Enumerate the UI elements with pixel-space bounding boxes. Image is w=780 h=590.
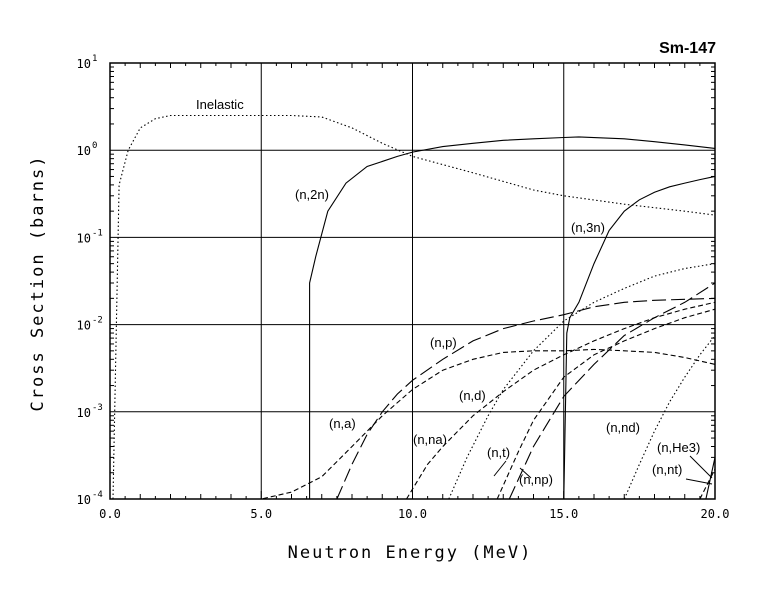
y-tick-exponent: 1 [92,54,97,64]
label-nna: (n,na) [413,432,447,447]
y-axis-label: Cross Section (barns) [28,155,48,412]
x-tick-label: 15.0 [549,507,578,521]
x-tick-label: 5.0 [250,507,272,521]
y-tick-label: 10 [77,319,91,333]
y-tick-label: 10 [77,57,91,71]
grid [110,63,715,499]
label-np: (n,p) [430,335,457,350]
label-inelastic: Inelastic [196,97,244,112]
label-na: (n,a) [329,416,356,431]
series-n-t [496,308,716,500]
x-tick-label: 10.0 [398,507,427,521]
label-n3n: (n,3n) [571,220,605,235]
chart-title: Sm-147 [659,40,716,57]
label-nd: (n,d) [459,388,486,403]
label-nnt: (n,nt) [652,462,682,477]
curve-labels: Inelastic (n,2n) (n,3n) (n,p) (n,d) (n,a… [196,97,713,487]
label-nhe3: (n,He3) [657,440,700,455]
leader-nnp [519,467,532,479]
y-tick-label: 10 [77,493,91,507]
y-tick-exponent: -4 [92,490,103,500]
y-tick-label: 10 [77,406,91,420]
series-n-a [231,348,716,500]
x-axis-ticks: 0.0 5.0 10.0 15.0 20.0 [99,63,729,521]
series-n-d [448,263,716,500]
y-tick-exponent: -1 [92,228,103,238]
series-n-na [406,301,716,500]
y-tick-label: 10 [77,231,91,245]
y-tick-exponent: -3 [92,403,103,413]
label-nnp: (n,np) [519,472,553,487]
x-tick-label: 20.0 [701,507,730,521]
series-n-nt [705,457,716,500]
leader-nhe3 [689,455,713,479]
leader-nt [493,460,507,477]
series-n-np [508,282,716,500]
x-tick-label: 0.0 [99,507,121,521]
label-n2n: (n,2n) [295,187,329,202]
y-tick-exponent: -2 [92,316,103,326]
label-nnd: (n,nd) [606,420,640,435]
leader-nnt [685,478,713,485]
series-n-2n [309,136,716,499]
series-inelastic [112,114,716,500]
x-axis-label: Neutron Energy (MeV) [288,543,533,563]
series-n-he3 [699,468,716,500]
y-tick-label: 10 [77,144,91,158]
label-nt: (n,t) [487,445,510,460]
y-tick-exponent: 0 [92,141,97,151]
curves [112,114,716,500]
